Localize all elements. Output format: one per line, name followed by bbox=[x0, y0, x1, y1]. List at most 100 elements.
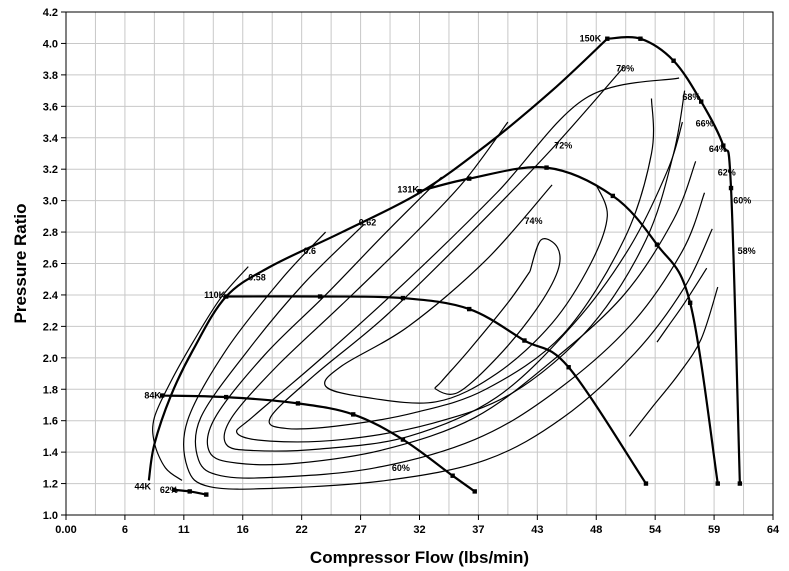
speed-line-point bbox=[467, 176, 472, 181]
speed-line-point bbox=[204, 492, 209, 497]
x-axis-title: Compressor Flow (lbs/min) bbox=[310, 548, 529, 567]
speed-line-point bbox=[317, 294, 323, 299]
y-tick-label: 1.8 bbox=[43, 384, 58, 396]
speed-line-point bbox=[187, 489, 192, 494]
speed-line-point bbox=[159, 393, 165, 398]
chart-label: 131K bbox=[397, 185, 419, 195]
speed-line-point bbox=[417, 188, 422, 194]
y-tick-label: 3.8 bbox=[43, 70, 58, 82]
x-tick-label: 11 bbox=[178, 524, 190, 536]
speed-line-point bbox=[737, 481, 743, 486]
chart-label: 74% bbox=[524, 216, 542, 226]
speed-line bbox=[226, 295, 647, 485]
x-tick-label: 59 bbox=[708, 524, 720, 536]
chart-label: 150K bbox=[580, 34, 602, 44]
efficiency-contour bbox=[324, 184, 608, 404]
efficiency-contour bbox=[183, 228, 713, 490]
y-axis-ticks: 1.0 1.2 1.4 1.6 1.8 2.0 2.2 2.4 2.6 2.8 3.0 3.2 3.4 3… bbox=[43, 7, 66, 522]
efficiency-contour bbox=[194, 192, 706, 479]
speed-line-point bbox=[450, 473, 455, 478]
x-tick-label: 22 bbox=[296, 524, 308, 536]
chart-label: 68% bbox=[682, 92, 700, 102]
efficiency-contour bbox=[223, 121, 683, 452]
speed-line-point bbox=[687, 300, 693, 305]
speed-line bbox=[419, 166, 719, 484]
chart-label: 44K bbox=[134, 482, 151, 492]
speed-line-point bbox=[671, 58, 676, 63]
speed-line-point bbox=[223, 394, 229, 400]
speed-line-point bbox=[638, 36, 643, 41]
speed-line-point bbox=[351, 412, 356, 417]
speed-line-point bbox=[721, 143, 726, 148]
y-tick-label: 1.4 bbox=[43, 447, 59, 459]
x-tick-label: 37 bbox=[472, 524, 484, 536]
efficiency-contour bbox=[434, 238, 561, 395]
speed-line-point bbox=[522, 338, 527, 343]
x-tick-label: 27 bbox=[354, 524, 366, 536]
surge-line bbox=[147, 37, 609, 481]
chart-label: 70% bbox=[616, 64, 634, 74]
chart-label: 58% bbox=[738, 246, 756, 256]
x-tick-label: 32 bbox=[413, 524, 425, 536]
chart-label: 0.62 bbox=[359, 218, 377, 228]
speed-line-point bbox=[728, 185, 734, 191]
speed-line-point bbox=[467, 306, 472, 312]
chart-label: 72% bbox=[554, 141, 572, 151]
efficiency-contour bbox=[152, 266, 249, 481]
y-tick-label: 1.0 bbox=[43, 510, 58, 522]
speed-line-point bbox=[654, 242, 660, 247]
efficiency-contour bbox=[656, 267, 708, 343]
chart-label: 62% bbox=[160, 485, 178, 495]
x-tick-label: 54 bbox=[649, 524, 662, 536]
y-axis-title: Pressure Ratio bbox=[11, 204, 30, 324]
y-tick-label: 2.6 bbox=[43, 259, 58, 271]
x-tick-label: 16 bbox=[237, 524, 249, 536]
speed-line-point bbox=[566, 365, 571, 370]
chart-label: 84K bbox=[144, 391, 161, 401]
chart-label: 62% bbox=[718, 167, 736, 177]
speed-line-point bbox=[715, 481, 720, 486]
y-tick-label: 1.6 bbox=[43, 416, 58, 428]
speed-line bbox=[607, 36, 741, 484]
efficiency-contour bbox=[628, 286, 719, 437]
chart-series bbox=[147, 36, 743, 497]
chart-label: 0.6 bbox=[304, 246, 317, 256]
speed-line-point bbox=[172, 487, 177, 493]
chart-label: 60% bbox=[392, 463, 410, 473]
x-tick-label: 48 bbox=[590, 524, 602, 536]
speed-line-point bbox=[610, 193, 616, 199]
efficiency-contour bbox=[206, 161, 697, 466]
y-tick-label: 3.6 bbox=[43, 101, 58, 113]
y-tick-label: 4.0 bbox=[43, 38, 58, 50]
speed-line-point bbox=[605, 36, 610, 41]
efficiency-contour bbox=[235, 77, 686, 443]
speed-line-point bbox=[698, 99, 704, 104]
y-tick-label: 3.4 bbox=[43, 133, 59, 145]
x-tick-label: 43 bbox=[531, 524, 543, 536]
chart-label: 66% bbox=[696, 119, 714, 129]
y-tick-label: 2.2 bbox=[43, 321, 58, 333]
x-tick-label: 6 bbox=[122, 524, 128, 536]
chart-label: 60% bbox=[733, 196, 751, 206]
speed-line-point bbox=[643, 481, 649, 486]
chart-label: 110K bbox=[204, 290, 226, 300]
speed-line-point bbox=[472, 489, 477, 494]
speed-line-point bbox=[223, 294, 229, 299]
y-tick-label: 2.0 bbox=[43, 353, 58, 365]
x-tick-label: 0.00 bbox=[55, 524, 76, 536]
y-tick-label: 3.0 bbox=[43, 196, 58, 208]
chart-label: 64% bbox=[709, 144, 727, 154]
chart-annotations: 150K 131K 110K 84K 44K 62% 60% 70% 68% 66% 64% 62% 6… bbox=[134, 34, 755, 495]
speed-line-point bbox=[400, 295, 406, 301]
efficiency-contour bbox=[268, 66, 655, 430]
y-tick-label: 1.2 bbox=[43, 479, 58, 491]
speed-line-point bbox=[400, 437, 406, 442]
speed-line-point bbox=[544, 165, 549, 170]
y-tick-label: 2.8 bbox=[43, 227, 58, 239]
x-tick-label: 64 bbox=[767, 524, 780, 536]
x-axis-ticks: 0.00 6 11 16 22 27 32 37 43 48 54 59 64 bbox=[55, 515, 780, 536]
y-tick-label: 2.4 bbox=[43, 290, 59, 302]
chart-label: 0.58 bbox=[248, 273, 266, 283]
y-tick-label: 4.2 bbox=[43, 7, 58, 19]
